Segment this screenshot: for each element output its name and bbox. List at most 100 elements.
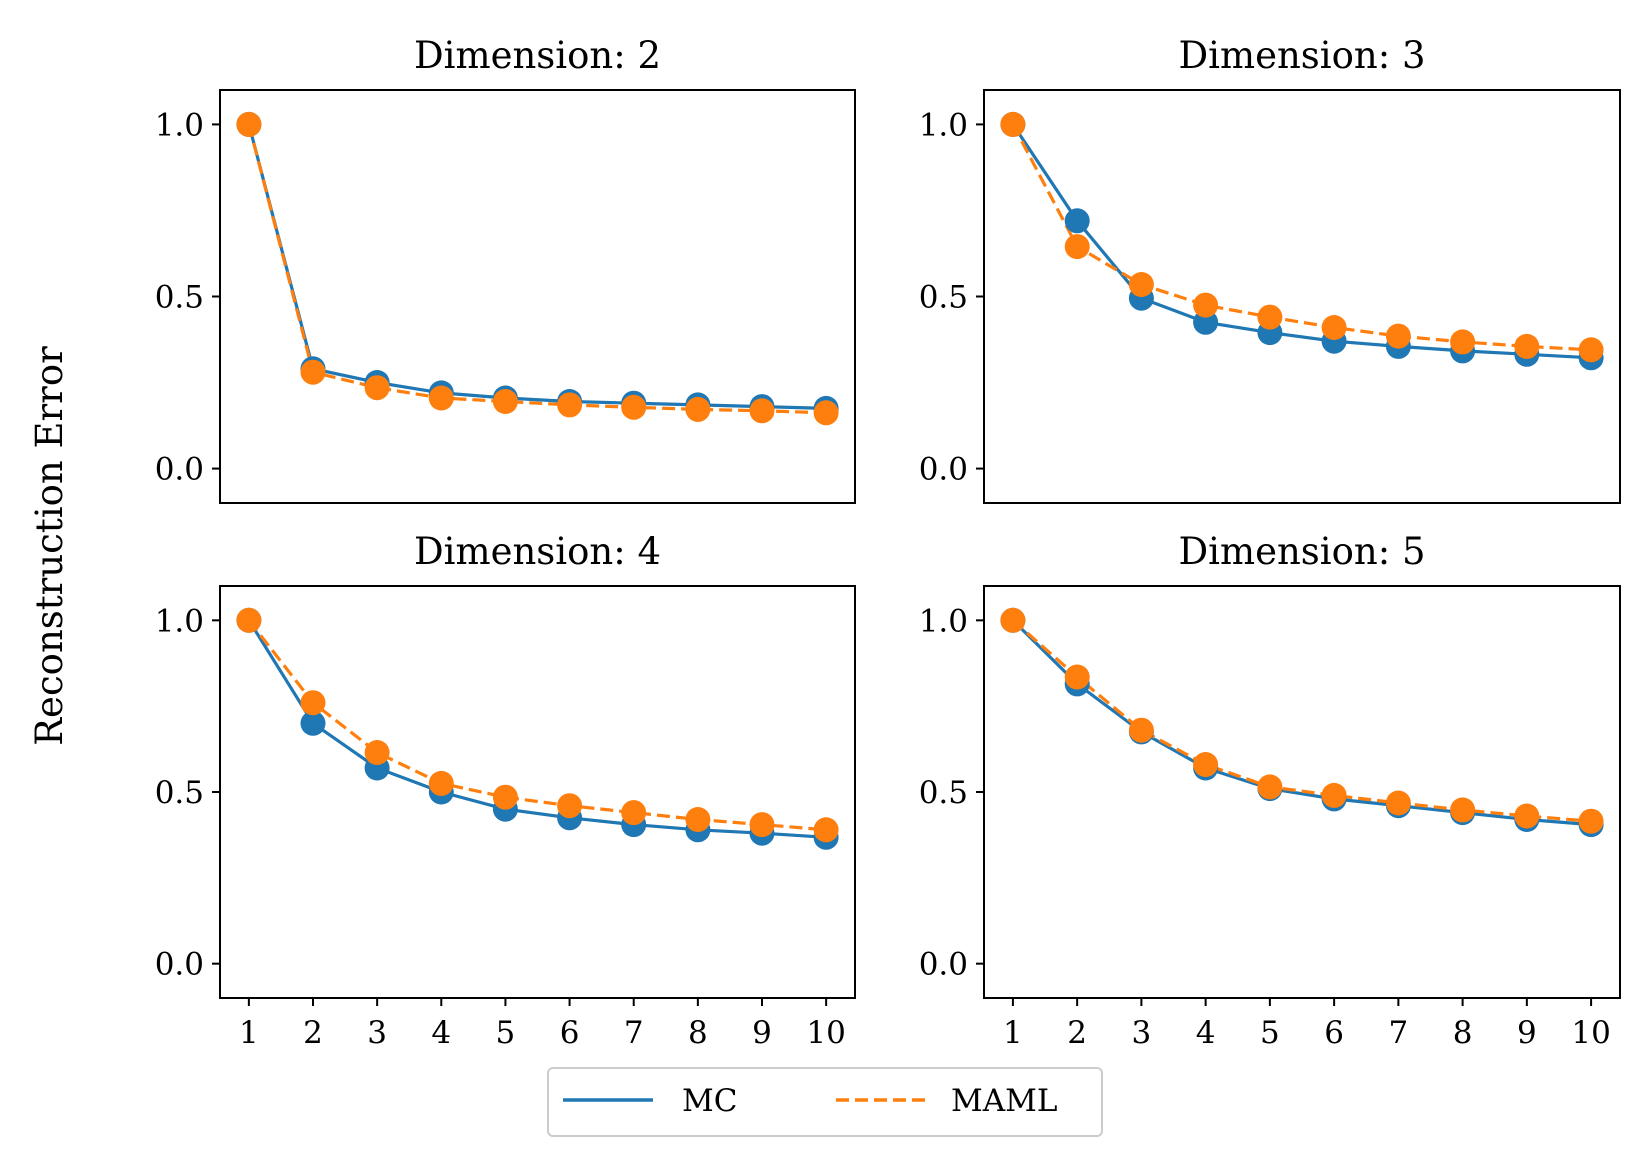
point-maml: [1514, 333, 1540, 359]
y-tick-label: 0.5: [919, 775, 968, 811]
point-maml: [364, 740, 390, 765]
x-tick-label: 4: [431, 1015, 451, 1051]
x-tick-label: 8: [1453, 1015, 1473, 1051]
point-maml: [1193, 292, 1219, 318]
x-tick-label: 3: [1132, 1015, 1152, 1051]
axes-frame: [219, 89, 856, 504]
point-maml: [1321, 782, 1347, 808]
x-tick-label: 1: [1003, 1015, 1023, 1051]
subplot-title: Dimension: 3: [1178, 34, 1425, 77]
point-maml: [1064, 234, 1090, 260]
subplot-1: Dimension: 2 0.0 0.5 1.0: [155, 34, 856, 504]
point-maml: [1450, 797, 1476, 823]
subplot-title: Dimension: 4: [414, 530, 661, 573]
point-maml: [428, 385, 454, 411]
x-tick-label: 2: [1067, 1015, 1087, 1051]
axes-frame: [219, 585, 856, 999]
series-line-maml: [1011, 123, 1592, 352]
y-tick-label: 1.0: [155, 107, 204, 143]
point-maml: [300, 690, 326, 716]
subplots: Dimension: 2 0.0 0.5 1.0 Dimension: 3 0.0 0.5 1…: [155, 34, 1621, 1051]
point-mc: [1193, 309, 1219, 335]
point-maml: [1385, 323, 1411, 349]
point-maml: [1514, 803, 1540, 829]
point-maml: [1000, 111, 1026, 137]
x-tick-label: 6: [1324, 1015, 1344, 1051]
x-tick-label: 6: [560, 1015, 580, 1051]
series-line-maml: [247, 619, 827, 832]
y-tick-label: 1.0: [919, 603, 968, 639]
y-tick-label: 1.0: [919, 107, 968, 143]
point-maml: [492, 389, 518, 414]
point-maml: [1064, 664, 1090, 690]
point-maml: [236, 607, 262, 633]
point-maml: [1450, 329, 1476, 355]
series-line-mc: [247, 123, 827, 410]
point-mc: [300, 710, 326, 736]
point-maml: [1578, 808, 1604, 834]
x-tick-label: 9: [752, 1015, 772, 1051]
point-maml: [364, 375, 390, 401]
point-maml: [813, 817, 839, 843]
subplot-3: Dimension: 4 0.0 0.5 1.0 1 2 3 4 5 6 7 8 9 10: [155, 530, 856, 1051]
subplot-2: Dimension: 3 0.0 0.5 1.0: [919, 34, 1621, 504]
x-tick-label: 7: [1388, 1015, 1408, 1051]
point-maml: [557, 392, 583, 418]
point-maml: [749, 398, 775, 424]
x-tick-label: 8: [688, 1015, 708, 1051]
point-maml: [813, 400, 839, 426]
x-tick-label: 4: [1196, 1015, 1216, 1051]
y-tick-label: 0.0: [155, 947, 204, 983]
point-maml: [557, 793, 583, 819]
y-tick-label: 0.0: [919, 452, 968, 488]
x-tick-label: 2: [303, 1015, 323, 1051]
y-tick-label: 0.5: [155, 775, 204, 811]
point-maml: [1193, 752, 1219, 777]
y-axis-label: Reconstruction Error: [28, 346, 71, 746]
point-maml: [300, 359, 326, 385]
point-mc: [1064, 208, 1090, 234]
y-tick-label: 0.5: [155, 280, 204, 316]
axes-frame: [983, 89, 1621, 504]
subplot-title: Dimension: 5: [1178, 530, 1425, 573]
y-tick-label: 0.0: [919, 947, 968, 983]
x-tick-label: 5: [496, 1015, 516, 1051]
subplot-title: Dimension: 2: [414, 34, 661, 77]
point-maml: [1000, 607, 1026, 633]
point-maml: [1257, 304, 1283, 330]
x-tick-label: 10: [806, 1015, 845, 1051]
point-maml: [749, 812, 775, 838]
series-line-mc: [1011, 619, 1592, 827]
x-tick-label: 10: [1571, 1015, 1610, 1051]
legend-label-mc: MC: [682, 1083, 737, 1119]
x-tick-label: 7: [624, 1015, 644, 1051]
point-maml: [1578, 337, 1604, 363]
x-tick-label: 5: [1260, 1015, 1280, 1051]
point-maml: [492, 784, 518, 810]
subplot-4: Dimension: 5 0.0 0.5 1.0 1 2 3 4 5 6 7 8 9 10: [919, 530, 1621, 1051]
legend: MC MAML: [547, 1067, 1103, 1137]
series-line-mc: [247, 619, 827, 839]
point-maml: [1257, 774, 1283, 800]
point-maml: [685, 396, 711, 422]
point-maml: [685, 807, 711, 832]
point-maml: [1128, 272, 1154, 297]
y-tick-label: 1.0: [155, 603, 204, 639]
legend-label-maml: MAML: [951, 1083, 1057, 1119]
point-maml: [1385, 790, 1411, 816]
point-maml: [621, 800, 647, 826]
x-tick-label: 1: [239, 1015, 259, 1051]
point-maml: [236, 111, 262, 137]
y-tick-label: 0.5: [919, 280, 968, 316]
point-maml: [428, 770, 454, 796]
point-maml: [1128, 717, 1154, 743]
legend-box: [547, 1067, 1103, 1137]
x-tick-label: 9: [1517, 1015, 1537, 1051]
x-tick-label: 3: [367, 1015, 387, 1051]
series-line-mc: [1011, 123, 1592, 360]
y-tick-label: 0.0: [155, 452, 204, 488]
point-maml: [1321, 315, 1347, 340]
series-line-maml: [1011, 619, 1592, 823]
point-maml: [621, 394, 647, 420]
